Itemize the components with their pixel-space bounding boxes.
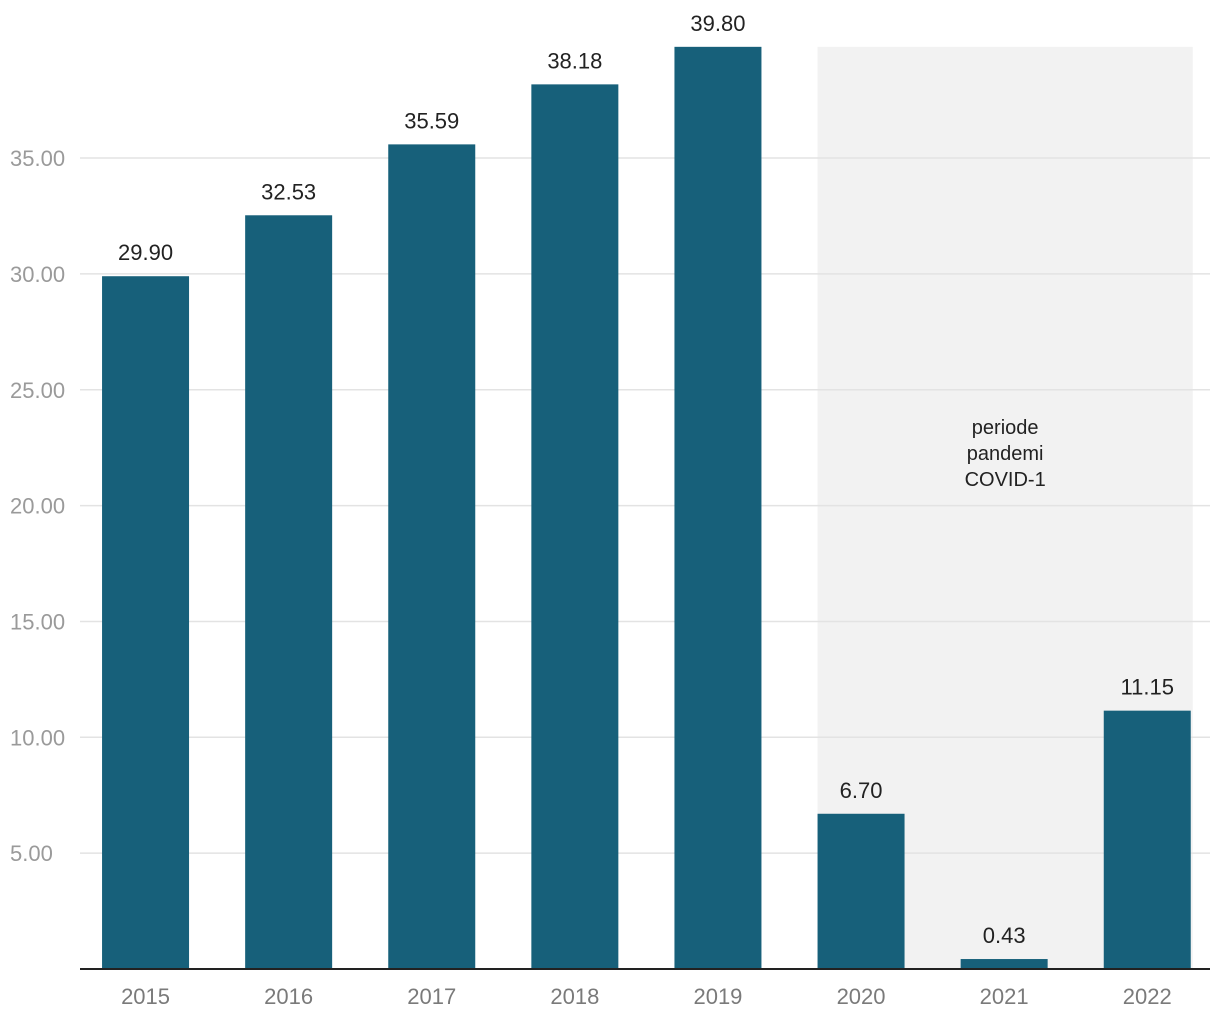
y-tick-label: 30.00 [10,262,65,287]
data-label: 39.80 [690,11,745,36]
y-tick-label: 15.00 [10,609,65,634]
x-tick-label: 2022 [1123,984,1172,1009]
x-tick-label: 2019 [693,984,742,1009]
data-label: 0.43 [983,923,1026,948]
bar-2020 [817,813,905,969]
data-labels-layer: 29.90 32.53 35.59 38.18 39.80 6.70 0.43 11.15 [118,11,1174,948]
bar-2018 [531,84,619,970]
bar-2021 [960,959,1048,969]
x-tick-label: 2016 [264,984,313,1009]
bar-2015 [102,276,190,969]
y-tick-label: 10.00 [10,725,65,750]
bar-2016 [245,215,333,969]
y-tick-label: 35.00 [10,146,65,171]
data-label: 6.70 [840,778,883,803]
bar-2019 [674,46,762,970]
x-tick-label: 2020 [837,984,886,1009]
y-tick-label: 25.00 [10,378,65,403]
annotation-layer: periode pandemi COVID-1 [965,417,1046,491]
data-label: 29.90 [118,240,173,265]
x-ticks-layer: 2015 2016 2017 2018 2019 2020 2021 2022 [121,984,1172,1009]
y-tick-label: 20.00 [10,494,65,519]
pandemic-annotation-line: COVID-1 [965,469,1046,491]
pandemic-annotation-line: periode [972,417,1039,439]
data-label: 11.15 [1121,675,1174,700]
y-tick-label: 5.00 [10,841,53,866]
y-ticks-layer: 5.00 10.00 15.00 20.00 25.00 30.00 35.00 [10,146,65,866]
bar-2017 [388,144,476,969]
data-label: 32.53 [261,179,316,204]
pandemic-annotation-line: pandemi [967,443,1044,465]
x-tick-label: 2017 [407,984,456,1009]
data-label: 38.18 [547,48,602,73]
data-label: 35.59 [404,108,459,133]
bar-2022 [1103,710,1191,969]
x-tick-label: 2018 [550,984,599,1009]
bars-layer [102,46,1191,970]
x-tick-label: 2015 [121,984,170,1009]
x-tick-label: 2021 [980,984,1029,1009]
